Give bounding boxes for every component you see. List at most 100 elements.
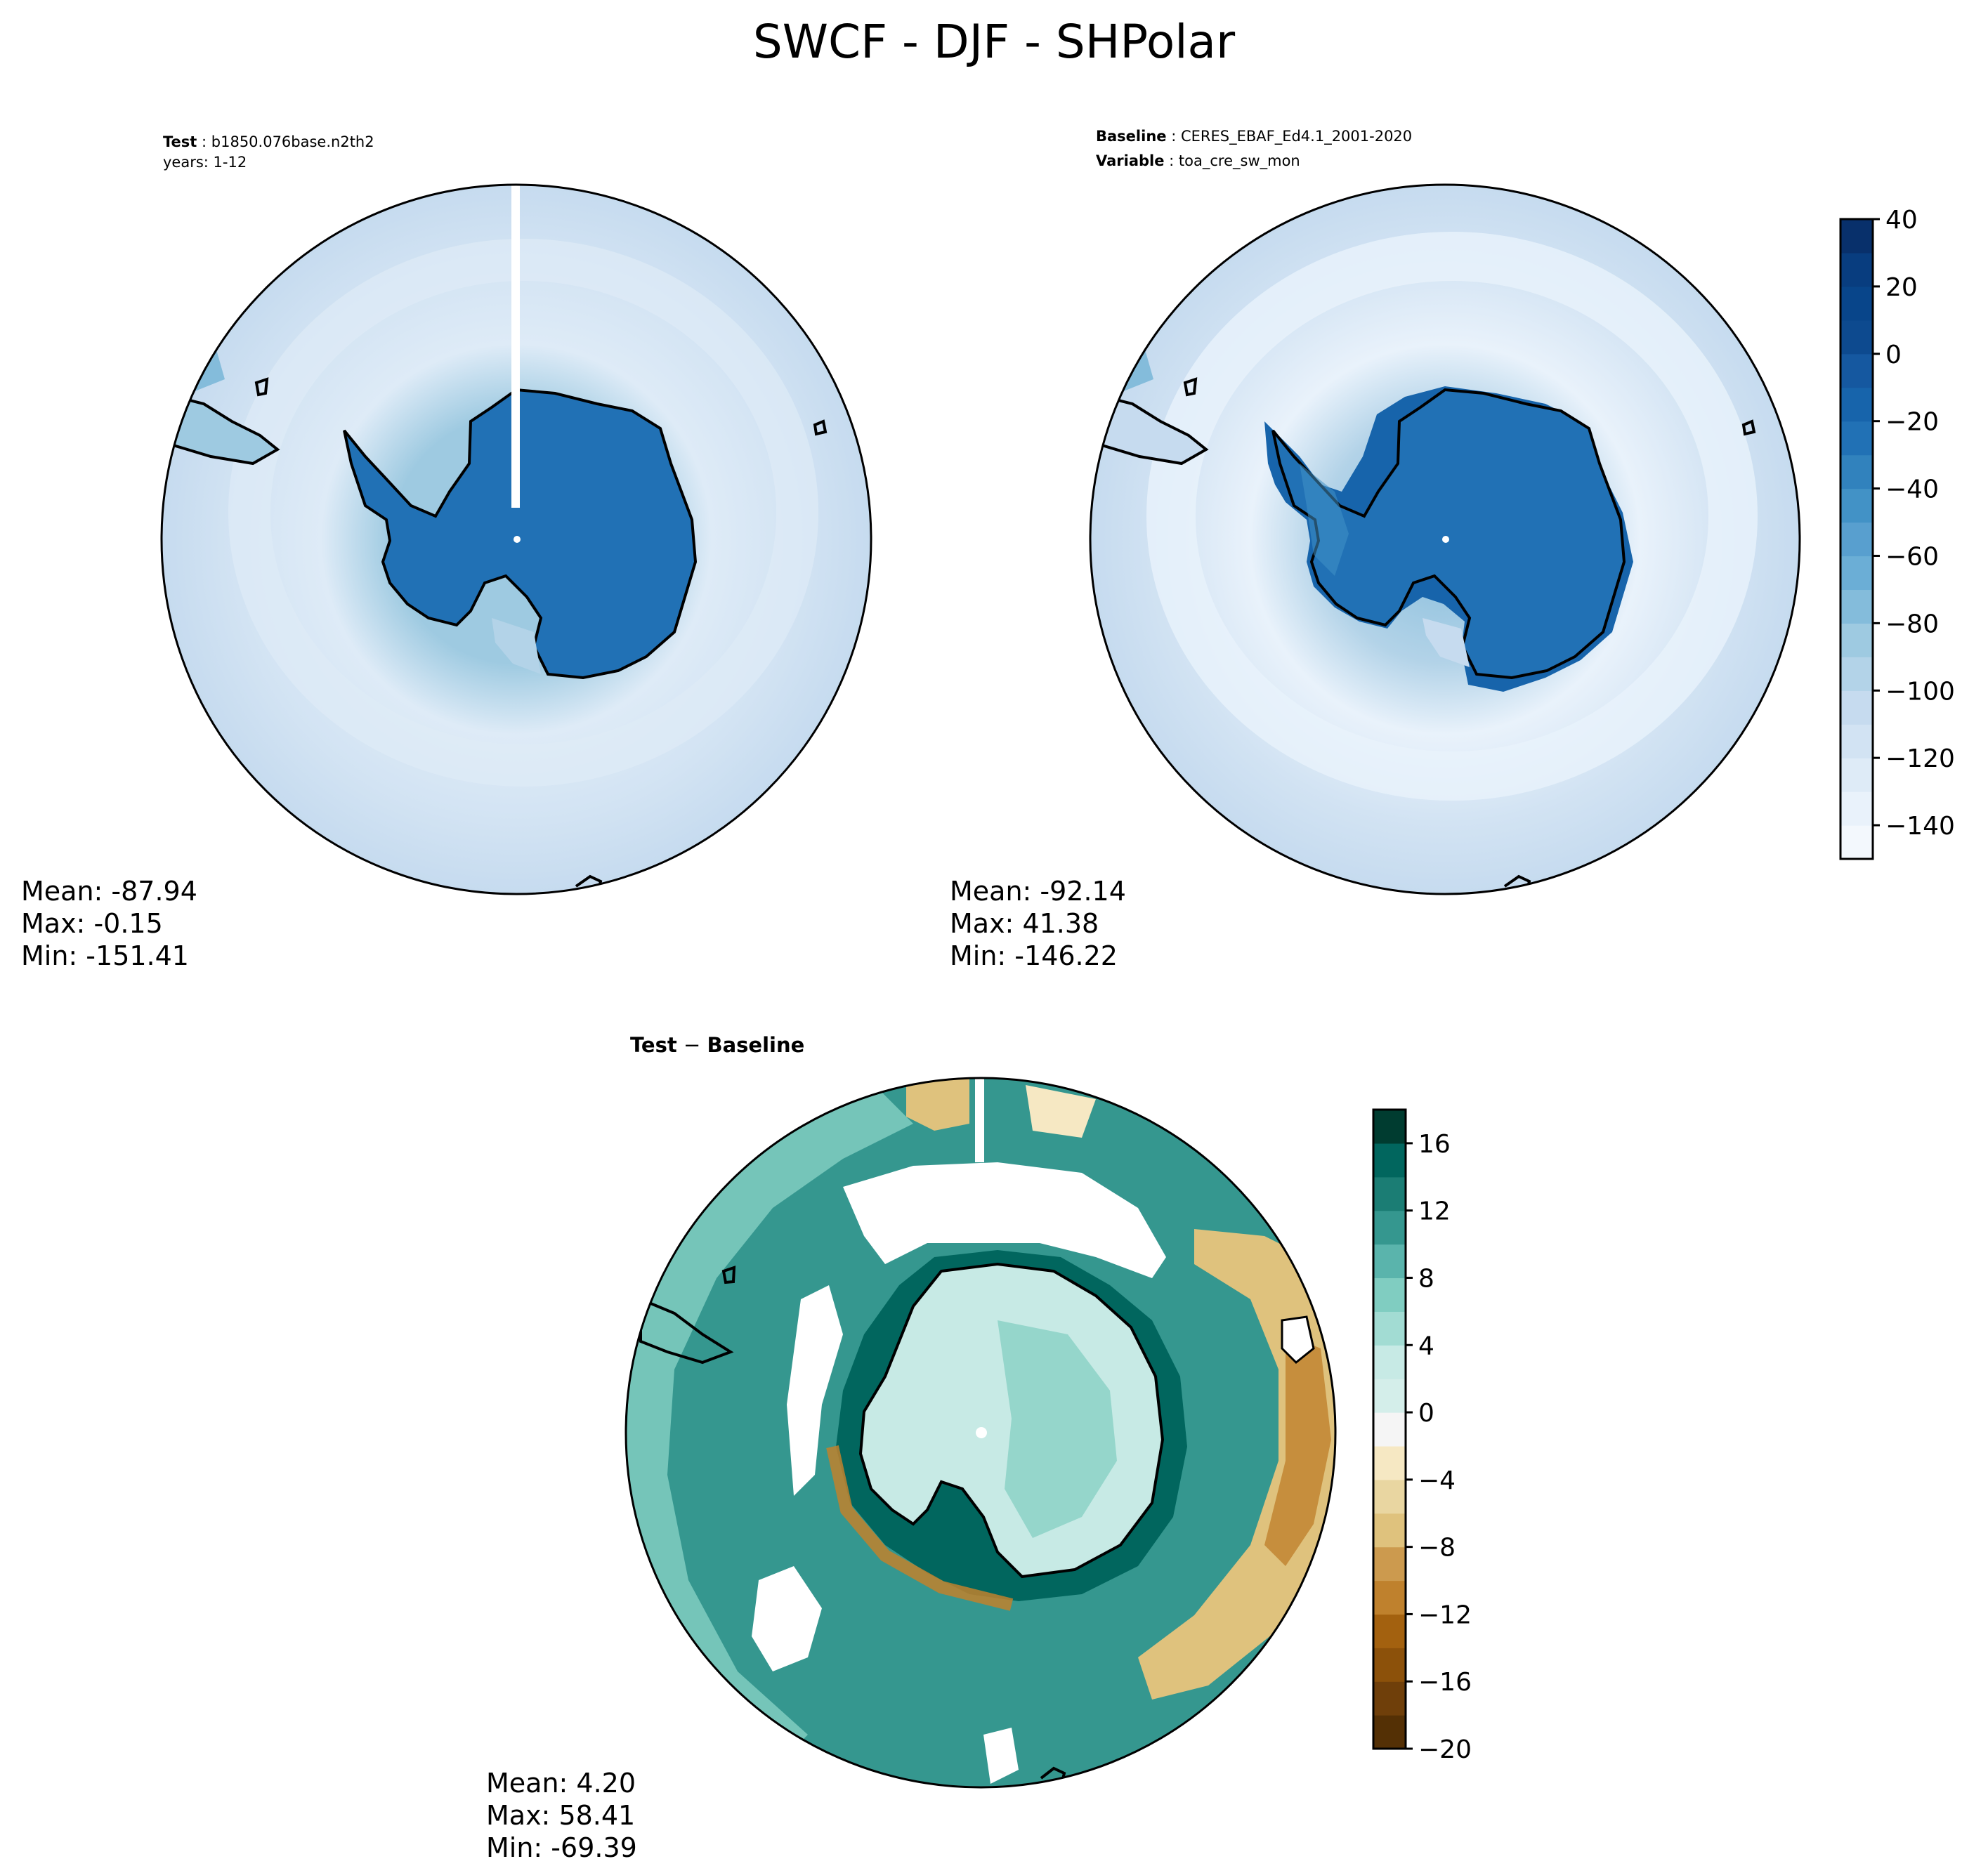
baseline-map-island-left [1183,377,1198,397]
figure-title: SWCF - DJF - SHPolar [753,15,1236,69]
test-map-pole [514,536,521,543]
baseline-colorbar-segment [1840,252,1873,287]
difference-stat-max: Max: 58.41 [486,1800,635,1831]
baseline-stat-max: Max: 41.38 [950,908,1099,939]
test-label-years: years: 1-12 [163,154,247,171]
baseline-stat-mean: Mean: -92.14 [950,876,1126,907]
difference-map-white-right-island [1281,1315,1315,1365]
test-label-key: Test [163,133,197,150]
difference-colorbar-segment [1373,1614,1406,1648]
test-label-sep: : [197,133,211,150]
baseline-colorbar-tick-label: −80 [1885,610,1939,638]
difference-map-brown-top-right [1026,1085,1096,1138]
test-stat-max: Max: -0.15 [21,908,163,939]
difference-colorbar-segment [1373,1479,1406,1514]
baseline-colorbar-tick-label: −140 [1885,812,1955,841]
test-map-missing-stripe [511,185,520,508]
difference-colorbar-segment [1373,1210,1406,1245]
test-map-antarctica [343,388,698,680]
difference-map-border [624,1077,1337,1789]
difference-map-brown-right-deep [1264,1334,1331,1566]
baseline-colorbar-segment [1840,825,1873,860]
difference-colorbar: 16 12 8 4 0 −4 −8 −12 −16 −20 [1372,1108,1472,1764]
test-label-value: b1850.076base.n2th2 [211,133,374,150]
difference-label-baseline: Baseline [707,1033,804,1057]
baseline-colorbar-tick-label: −100 [1885,677,1955,706]
test-map-peninsula-shadow [492,618,541,674]
difference-colorbar-tick-label: 0 [1418,1399,1434,1428]
baseline-map-peninsula-shadow [1423,618,1470,667]
difference-colorbar-tick-label: −16 [1418,1668,1472,1697]
difference-colorbar-segment [1373,1311,1406,1346]
panel-test: Test : b1850.076base.n2th2 years: 1-12 M… [21,133,872,971]
panel-baseline: Baseline : CERES_EBAF_Ed4.1_2001-2020 Va… [950,128,1955,971]
difference-colorbar-segment [1373,1345,1406,1379]
difference-colorbar-frame [1372,1108,1407,1750]
baseline-colorbar-segment [1840,556,1873,591]
difference-colorbar-tick-label: −20 [1418,1735,1472,1764]
test-map-island-right [813,419,828,436]
baseline-label-key: Baseline [1096,128,1167,145]
difference-label: Test − Baseline [630,1033,804,1057]
difference-colorbar-segment [1373,1546,1406,1582]
baseline-variable-value: toa_cre_sw_mon [1179,152,1300,170]
difference-colorbar-tick-label: 8 [1418,1264,1434,1293]
difference-colorbar-segment [1373,1681,1406,1716]
baseline-label-sep: : [1167,128,1181,145]
baseline-colorbar-segment [1840,421,1873,456]
difference-map-white-left [787,1285,843,1496]
difference-colorbar-tick-label: −4 [1418,1466,1456,1495]
difference-colorbar-segment [1373,1715,1406,1749]
difference-colorbar-segment [1373,1379,1406,1413]
baseline-colorbar-segment [1840,758,1873,792]
difference-colorbar-tick-label: −12 [1418,1601,1472,1629]
baseline-map-antarctica [1271,388,1626,680]
baseline-colorbar-frame [1839,218,1874,860]
test-map-border [160,183,872,895]
baseline-colorbar-tick-label: 0 [1885,341,1902,369]
baseline-map-midring [1146,232,1758,801]
baseline-label-value: CERES_EBAF_Ed4.1_2001-2020 [1181,128,1412,145]
baseline-colorbar-tick-label: −60 [1885,542,1939,571]
baseline-variable-sep: : [1164,152,1178,169]
baseline-colorbar-segment [1840,589,1873,624]
baseline-label: Baseline : CERES_EBAF_Ed4.1_2001-2020 [1096,128,1412,145]
difference-colorbar-tick-label: 12 [1418,1197,1451,1226]
baseline-colorbar-segment [1840,791,1873,826]
test-stat-mean: Mean: -87.94 [21,876,197,907]
difference-map-southamerica [639,1297,734,1365]
baseline-colorbar-segment [1840,724,1873,758]
difference-colorbar-segment [1373,1176,1406,1211]
baseline-colorbar-segment [1840,522,1873,557]
baseline-map-island-right [1741,419,1756,436]
baseline-colorbar-tick-label: −120 [1885,744,1955,773]
baseline-colorbar-segment [1840,387,1873,422]
difference-colorbar-tick-label: 16 [1418,1130,1451,1159]
baseline-colorbar-segment [1840,286,1873,321]
baseline-map [1090,185,1800,894]
difference-colorbar-segment [1373,1445,1406,1480]
difference-colorbar-segment [1373,1648,1406,1682]
difference-colorbar-tick-label: −8 [1418,1534,1456,1563]
difference-map-white-bottom [983,1728,1019,1784]
difference-map-white-ring [843,1162,1166,1278]
baseline-colorbar: 40 20 0 −20 −40 −60 −80 −100 −120 −140 [1839,206,1955,860]
panel-difference: Test − Baseline Mean: 4.20 Ma [486,1033,1472,1863]
baseline-colorbar-tick-label: 40 [1885,206,1918,235]
difference-map-white-lower-left [752,1566,822,1671]
test-label: Test : b1850.076base.n2th2 [163,133,374,150]
baseline-colorbar-tick-label: −20 [1885,408,1939,437]
difference-map-missing-stripe [975,1078,984,1162]
baseline-variable-label: Variable : toa_cre_sw_mon [1096,152,1300,170]
difference-map-antarctica-teal [998,1320,1117,1538]
difference-colorbar-segment [1373,1580,1406,1615]
difference-colorbar-segment [1373,1277,1406,1312]
baseline-map-antarctica-inner [1300,464,1349,576]
difference-stat-min: Min: -69.39 [486,1832,637,1863]
difference-map-brown-inner-rim [826,1445,1014,1611]
difference-map-south-shetland [721,1266,736,1284]
baseline-colorbar-segment [1840,320,1873,355]
difference-colorbar-segment [1373,1513,1406,1548]
baseline-stat-min: Min: -146.22 [950,940,1118,971]
